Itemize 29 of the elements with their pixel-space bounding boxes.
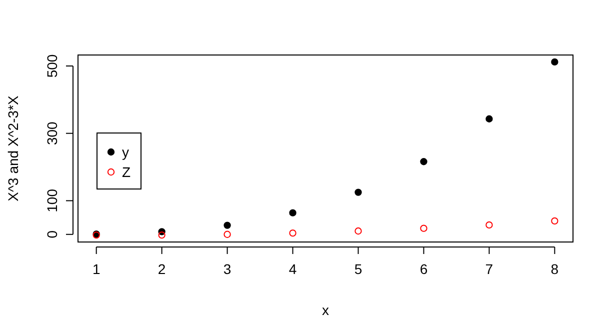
point [551,217,558,224]
x-tick-label: 6 [420,260,428,277]
point [158,231,166,239]
legend-label: y [122,144,129,160]
y-tick-label: 0 [44,230,60,238]
y-tick-label: 100 [44,188,60,212]
x-tick-label: 8 [550,260,559,277]
point [486,115,493,122]
x-tick-label: 1 [92,260,100,277]
y-axis-title: X^3 and X^2-3*X [5,94,21,202]
point [420,224,428,232]
point [289,229,296,237]
y-tick-label: 300 [44,121,60,146]
point [289,209,296,216]
x-tick-label: 2 [158,260,166,277]
point [354,188,362,196]
point [486,221,493,229]
x-tick-label: 7 [485,260,494,277]
legend-label: Z [122,164,131,180]
x-tick-label: 5 [354,260,362,277]
y-tick-label: 500 [44,54,60,78]
x-tick-label: 4 [288,260,297,277]
point [224,222,231,229]
x-axis-title: x [322,302,329,318]
point [551,58,558,66]
point [354,227,362,235]
x-tick-label: 3 [223,260,232,277]
point [420,158,428,166]
point [224,230,231,238]
